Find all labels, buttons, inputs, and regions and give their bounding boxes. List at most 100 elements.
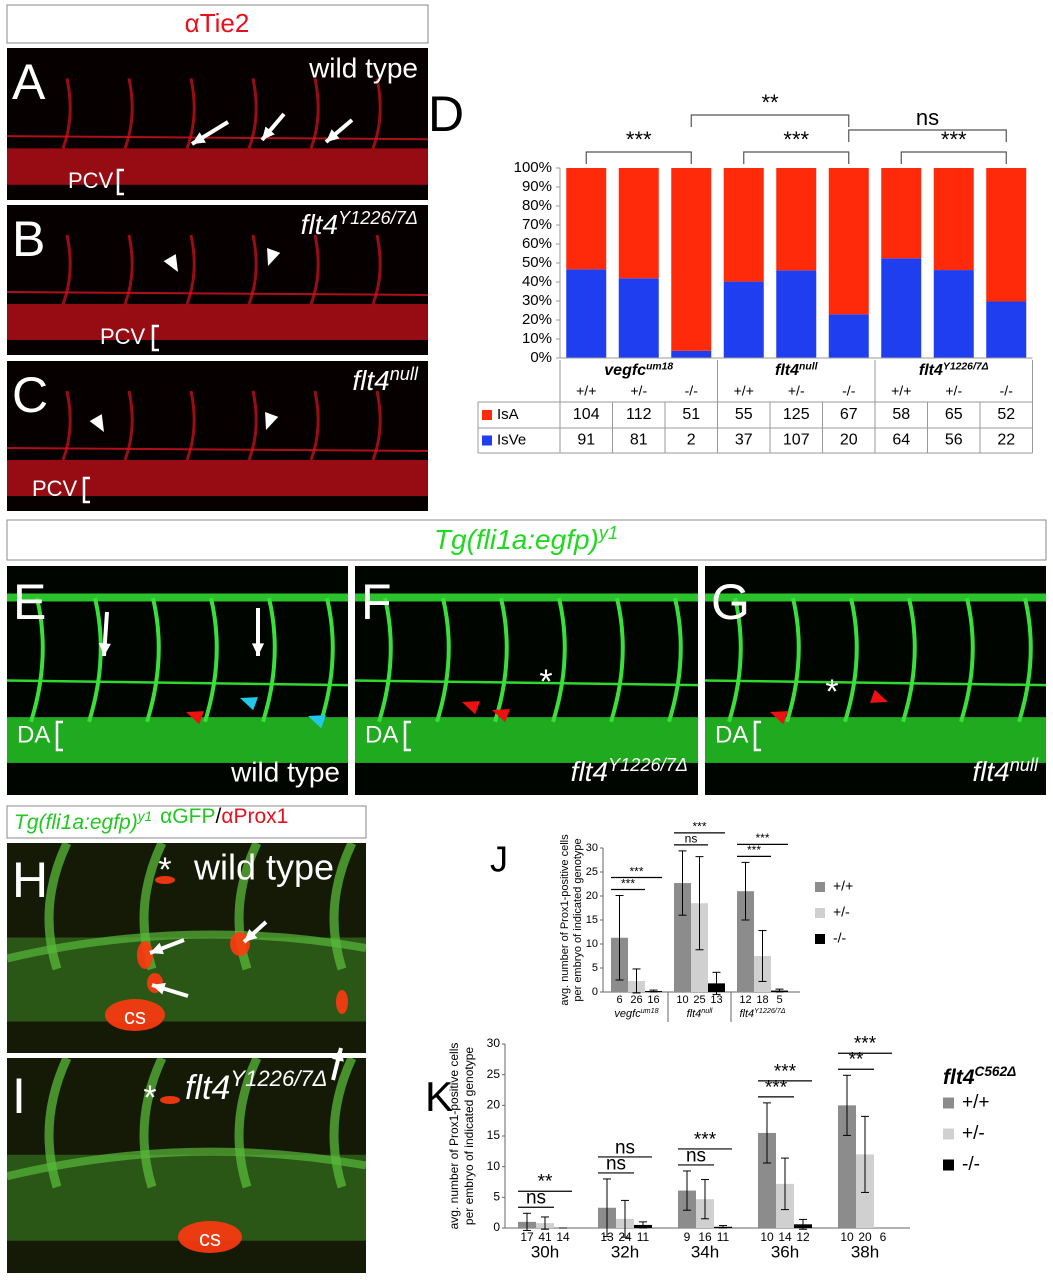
error-bar [603,1178,611,1238]
y-tick-label: 20 [487,1098,501,1112]
vessel [843,597,859,723]
table-value: 81 [630,432,648,449]
table-value: 58 [892,406,910,423]
table-value: 56 [945,432,963,449]
header-part: Tg(fli1a:egfp) [14,811,138,834]
panel-label-main: flt4 [185,1069,230,1107]
vessel-label: DA [17,721,50,748]
x-tick-label: +/+ [891,383,911,399]
vessel [329,843,357,971]
table-value: 20 [840,432,858,449]
vessel [185,234,196,305]
arrowhead [770,711,788,725]
y-tick-label: 15 [487,1128,501,1142]
significance-label: ns [685,832,698,846]
significance-label: *** [621,876,635,890]
bar-segment [881,168,922,259]
significance-label: *** [692,820,706,834]
vessel [319,597,335,723]
bar-segment [671,168,712,351]
significance-label: ns [916,105,939,130]
vessel [371,234,382,305]
vessel [329,1058,357,1189]
bracket [753,720,761,752]
header-box [6,519,1047,561]
error-bar [683,1170,691,1211]
significance-label: ns [686,1145,706,1166]
micrograph-content [7,361,428,511]
panel-label-sup: Y1226/7Δ [230,1066,327,1091]
vessel-band [7,304,428,340]
error-bar [843,1074,851,1136]
panel-letter: J [490,839,508,880]
header-part: αGFP [160,804,215,827]
arrow-head [98,643,111,656]
vessel-label: DA [365,721,398,748]
x-tick-label: +/- [945,383,962,399]
sample-size: 9 [684,1230,691,1244]
error-bar [541,1216,549,1230]
vessel [29,597,45,723]
vessel [355,679,698,687]
y-tick-label: 25 [586,866,598,878]
group-label: flt4null [687,1007,713,1020]
table-value: 55 [735,406,753,423]
panel-label-main: flt4 [571,756,608,787]
y-tick-label: 80% [522,197,552,214]
prox1-cell [155,876,175,884]
vessel-band [705,593,1046,602]
cell-label: cs [199,1226,221,1251]
y-tick-label: 10 [586,938,598,950]
group-label: 30h [531,1242,559,1261]
bar-segment [776,270,817,358]
panel-letter: C [12,367,48,423]
micrograph-content [7,566,348,795]
significance-bracket [743,151,850,164]
error-bar [523,1212,531,1231]
error-bar [799,1218,807,1230]
vessel [493,597,509,723]
group-label-main: flt4 [687,1008,702,1020]
arrow-head [244,929,258,942]
panel-label-sup: null [1010,755,1039,775]
significance-label: *** [941,127,967,152]
group-label-main: flt4 [919,362,943,379]
vessel-label: DA [715,721,748,748]
legend-label: IsVe [497,431,526,448]
table-value: 37 [735,432,753,449]
legend-swatch [815,882,825,892]
micrograph [7,48,428,200]
sample-size: 11 [717,1230,730,1244]
vessel [61,78,72,149]
vessel-band [355,593,698,602]
x-tick-label: +/+ [576,383,596,399]
significance-label: ns [526,1188,546,1209]
panel-label-sup: null [390,364,419,384]
group-label-sup: null [799,361,819,372]
x-tick-label: +/- [788,383,805,399]
legend-swatch [482,435,492,446]
significance-label: *** [755,831,769,845]
vessel-label: PCV [68,168,114,193]
legend-label: +/- [833,904,850,920]
sample-size: 12 [796,1230,810,1244]
sample-size: 24 [618,1230,632,1244]
bar-segment [776,168,817,271]
header-part: / [215,804,221,827]
legend-swatch [943,1128,954,1140]
arrowhead [492,709,510,723]
sample-size: 6 [616,994,622,1006]
bar-segment [933,168,974,271]
panel-label-main: flt4 [972,756,1009,787]
vessel [785,597,801,723]
panel-label-main: flt4 [301,209,338,240]
panel-header: Tg(fli1a:egfp)y1 αGFP/αProx1 [14,804,288,833]
significance-label: ** [761,90,779,115]
significance-label: *** [747,843,761,857]
vessel [959,597,975,723]
sample-size: 14 [778,1230,792,1244]
header-box [6,4,429,44]
table-value: 107 [783,432,810,449]
error-bar [649,989,658,993]
